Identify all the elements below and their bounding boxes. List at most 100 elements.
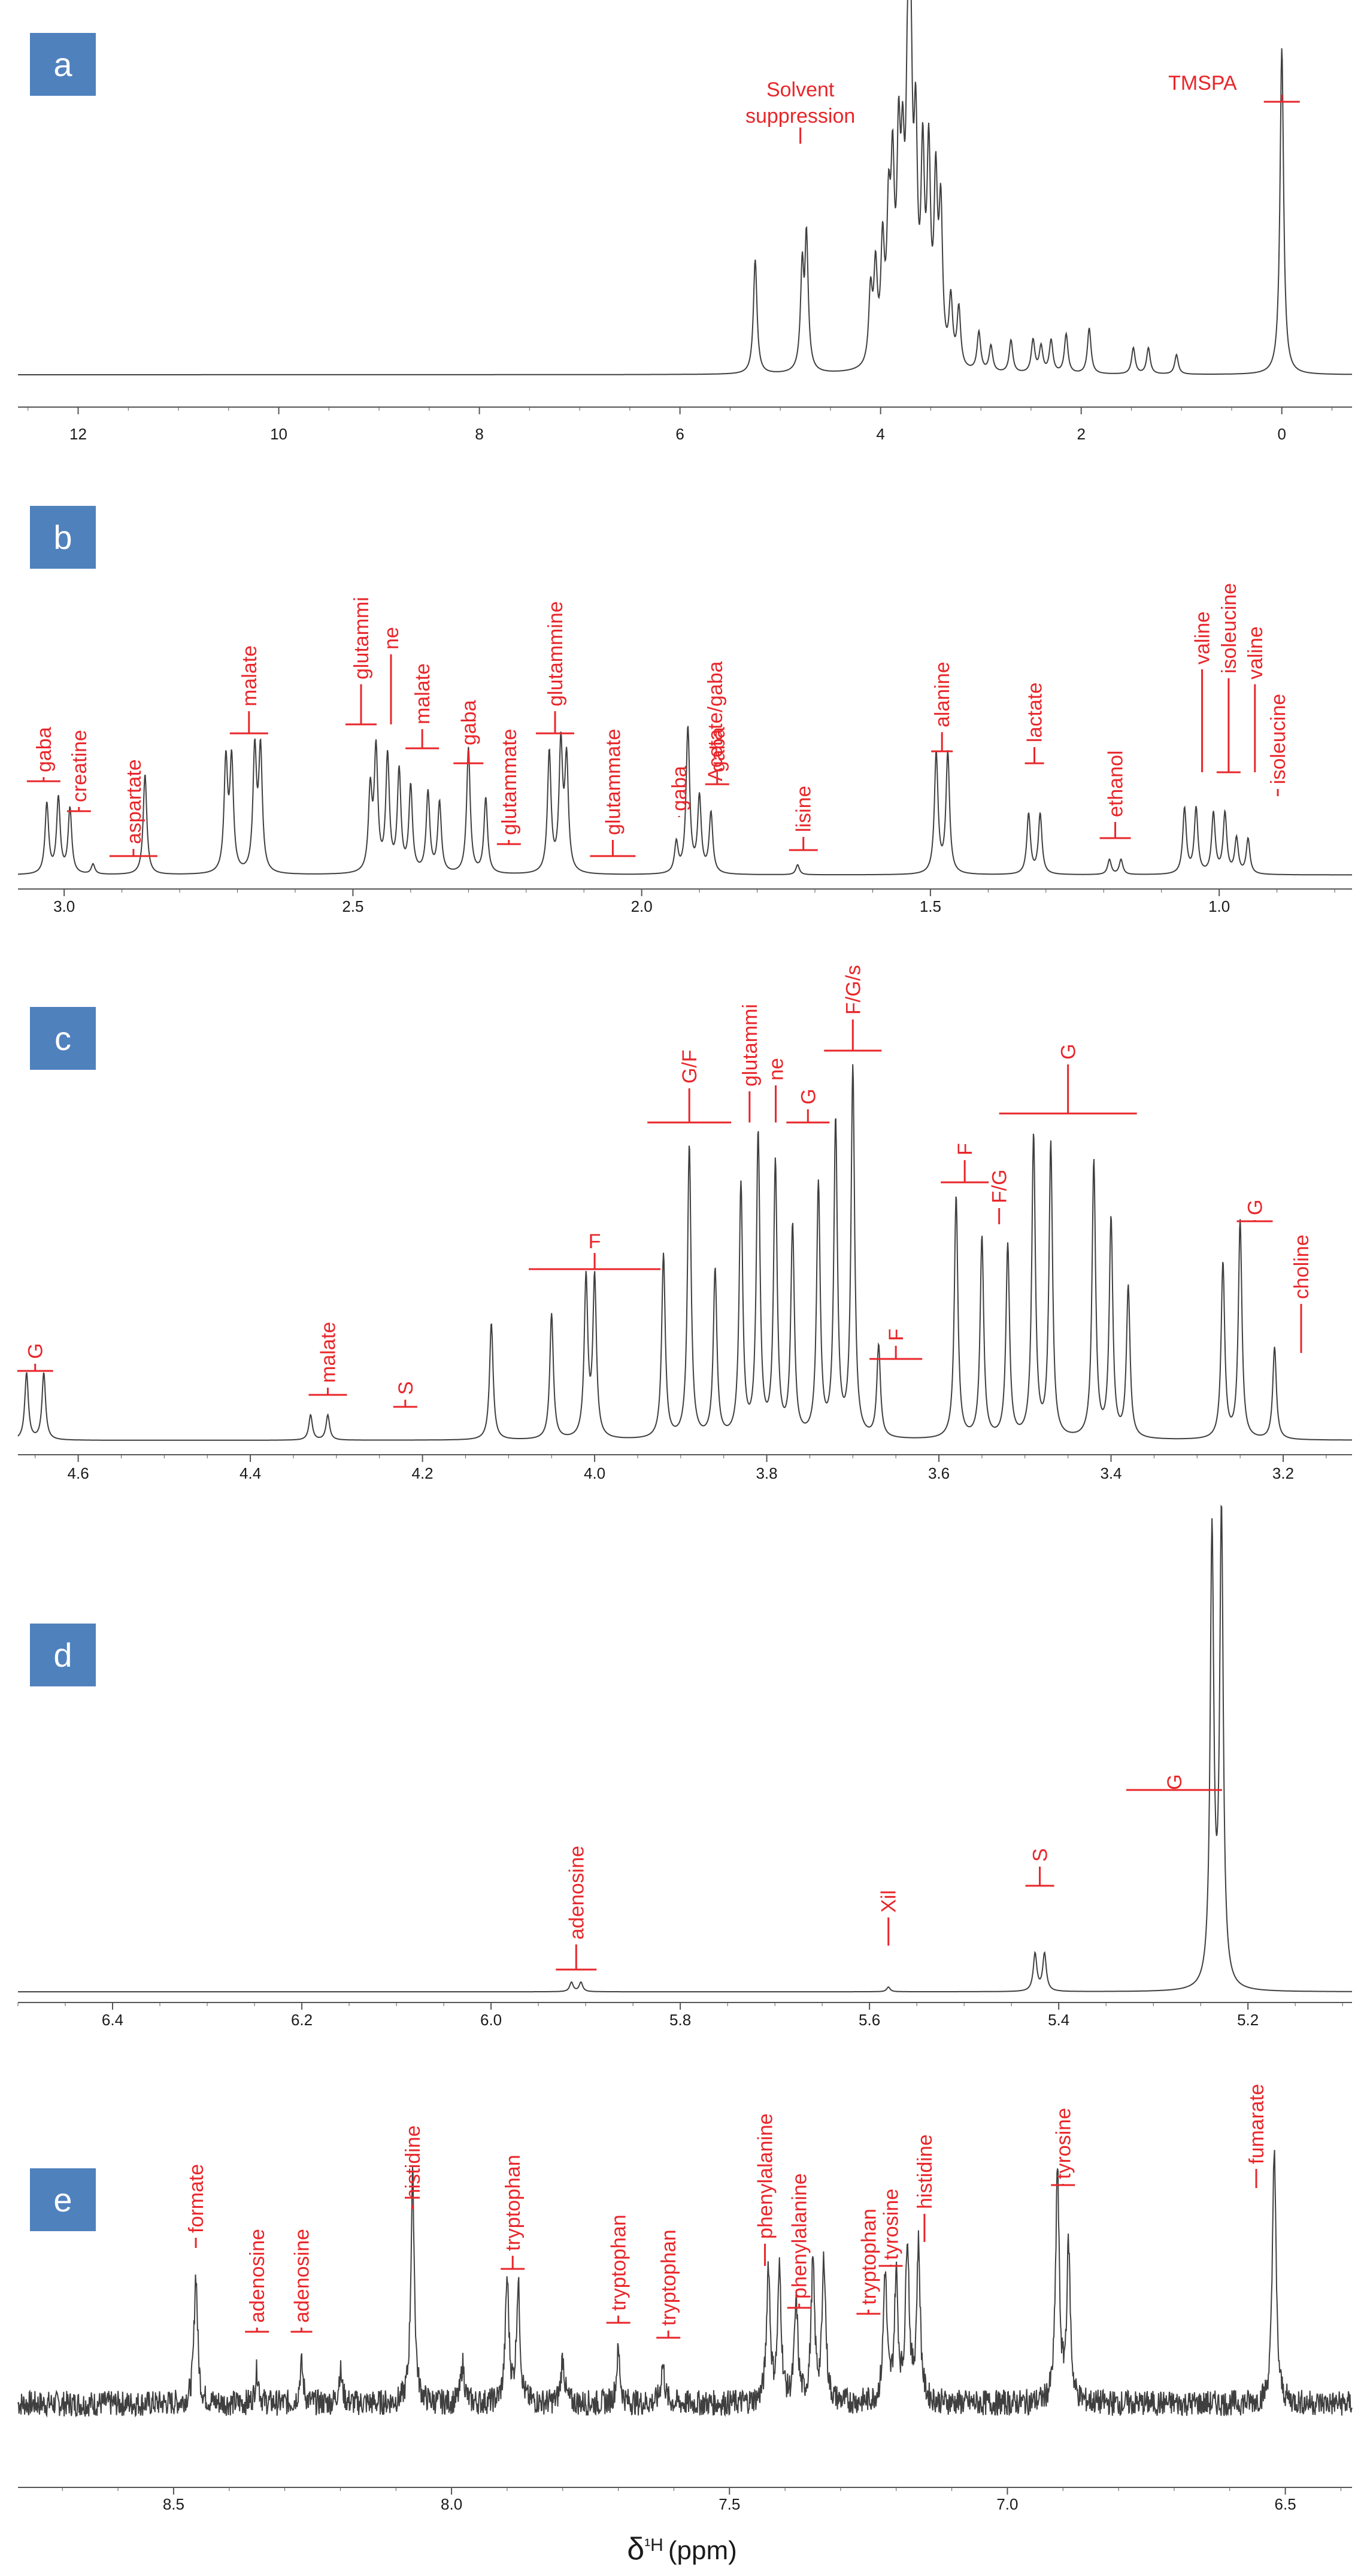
annotation-label: F: [885, 1328, 908, 1341]
annotation-alanine: alanine: [931, 662, 954, 753]
panel-letter: a: [53, 45, 72, 83]
annotation-label: choline: [1290, 1234, 1313, 1299]
panel-letter: d: [53, 1636, 72, 1674]
x-tick-label: 3.8: [756, 1464, 777, 1482]
annotation-label: tryptophan: [857, 2208, 880, 2305]
annotation-label: histidine: [402, 2125, 425, 2200]
annotation-lisine: lisine: [789, 786, 818, 851]
panel-letter: b: [53, 518, 72, 556]
annotation-label: alanine: [931, 662, 954, 727]
annotation-fumarate: fumarate: [1245, 2084, 1268, 2188]
annotation-aspartate: aspartate: [109, 759, 157, 857]
x-tick-label: 2.5: [342, 897, 363, 915]
annotation-label: malate: [238, 645, 261, 706]
annotation-label: glutammate: [498, 729, 521, 835]
annotation-phenylalanine: phenylalanine: [754, 2113, 777, 2266]
annotation-histidine: histidine: [402, 2125, 425, 2209]
annotation-label: F: [954, 1143, 977, 1155]
annotation-tryptophan: tryptophan: [501, 2155, 525, 2270]
annotation-adenosine: adenosine: [245, 2229, 269, 2333]
x-tick-label: 5.8: [669, 2011, 691, 2029]
annotation-valine: valine: [1192, 611, 1214, 772]
annotation-label: fumarate: [1245, 2084, 1268, 2164]
panel-c: c 4.6 4.4 4.2 4.0 3.8 3.6 3.4 3.2 G malate S F G/F glu…: [17, 965, 1352, 1482]
x-tick-label: 2.0: [631, 897, 653, 915]
annotation-label: tyrosine: [1052, 2108, 1075, 2179]
x-tick-label: 6.0: [480, 2011, 502, 2029]
axis-title-nucleus: ¹H: [644, 2535, 663, 2555]
annotation-glutammi: glutammi: [345, 597, 377, 726]
annotation-label: tyrosine: [880, 2189, 902, 2260]
panel-a: a 12 10 8 6 4 2 0 Solvent suppression TMSPA: [18, 0, 1353, 443]
annotation-label: phenylalanine: [789, 2173, 811, 2299]
annotation-gaba: gaba: [453, 700, 484, 764]
x-tick-label: 4.2: [412, 1464, 434, 1482]
panel-letter: c: [54, 1020, 71, 1057]
annotation-tyrosine: tyrosine: [878, 2189, 903, 2267]
x-tick-label: 4.0: [584, 1464, 605, 1482]
annotation-phenylalanine: phenylalanine: [787, 2173, 811, 2309]
annotation-s: S: [393, 1381, 417, 1408]
annotation-label: Acetate/gaba: [704, 662, 727, 781]
annotation-glutammi: glutammi: [739, 1004, 762, 1122]
annotation-label: tryptophan: [608, 2214, 631, 2311]
panel-label-box: [30, 33, 96, 96]
annotation-label: valine: [1192, 611, 1214, 665]
x-tick-label: 4: [876, 425, 884, 443]
annotation-label: suppression: [745, 105, 855, 128]
annotation-g: G: [999, 1044, 1137, 1115]
annotation-tryptophan: tryptophan: [606, 2214, 631, 2324]
x-tick-label: 6: [675, 425, 684, 443]
annotation-adenosine: adenosine: [556, 1846, 597, 1971]
annotation-malate: malate: [308, 1322, 347, 1396]
annotation-label: adenosine: [246, 2229, 269, 2323]
annotation-gaba: gaba: [705, 727, 729, 785]
annotation-glutammate: glutammate: [496, 729, 521, 845]
annotation-label: tryptophan: [657, 2229, 680, 2326]
annotation-gaba: gaba: [668, 766, 691, 817]
annotation-label: creatine: [68, 730, 91, 802]
annotation-ne: ne: [380, 627, 403, 724]
spectrum-line: [18, 1504, 1352, 1993]
annotation-tyrosine: tyrosine: [1051, 2108, 1075, 2186]
annotation-label: glutammate: [602, 729, 625, 835]
annotation-label: isoleucine: [1267, 694, 1290, 784]
panel-d: d 6.4 6.2 6.0 5.8 5.6 5.4 5.2 adenosine Xil S G: [17, 1504, 1352, 2029]
annotation-label: G/F: [678, 1049, 701, 1084]
axis-title-symbol: δ: [627, 2532, 644, 2566]
annotation-label: G: [797, 1089, 820, 1105]
annotation-tryptophan: tryptophan: [656, 2229, 681, 2339]
x-tick-label: 3.2: [1272, 1464, 1294, 1482]
panel-label-box: [30, 2168, 96, 2231]
annotation-label: histidine: [914, 2134, 936, 2209]
annotation-label: G: [1057, 1044, 1080, 1060]
annotation-g: G: [1236, 1200, 1273, 1222]
annotation-malate: malate: [405, 663, 439, 750]
x-tick-label: 1.5: [920, 897, 941, 915]
x-tick-label: 5.2: [1237, 2011, 1259, 2029]
annotation-label: aspartate: [123, 759, 146, 844]
annotation-label: glutammi: [739, 1004, 762, 1087]
x-tick-label: 4.6: [68, 1464, 89, 1482]
annotation-gaba: gaba: [26, 727, 60, 782]
annotation-label: glutammi: [350, 597, 373, 679]
annotation-label: Solvent: [766, 78, 835, 101]
annotation-f: F: [941, 1143, 989, 1184]
x-tick-label: 1.0: [1208, 897, 1230, 915]
x-tick-label: 5.4: [1048, 2011, 1069, 2029]
x-tick-label: 6.4: [102, 2011, 123, 2029]
annotation-acetate-gaba: Acetate/gaba: [704, 662, 727, 781]
annotation-ethanol: ethanol: [1099, 750, 1131, 839]
x-tick-label: 3.4: [1100, 1464, 1121, 1482]
annotation-label: phenylalanine: [754, 2113, 777, 2239]
annotation-creatine: creatine: [66, 730, 91, 812]
x-tick-label: 8.5: [163, 2495, 184, 2513]
x-tick-label: 8: [475, 425, 483, 443]
annotation-g-f: G/F: [647, 1049, 732, 1124]
annotation-isoleucine: isoleucine: [1216, 583, 1241, 773]
annotation-label: isoleucine: [1218, 583, 1241, 673]
annotation-label: gaba: [457, 700, 480, 745]
x-tick-label: 4.4: [240, 1464, 261, 1482]
annotation-label: F/G/s: [842, 965, 865, 1015]
annotation-label: lisine: [793, 786, 816, 832]
